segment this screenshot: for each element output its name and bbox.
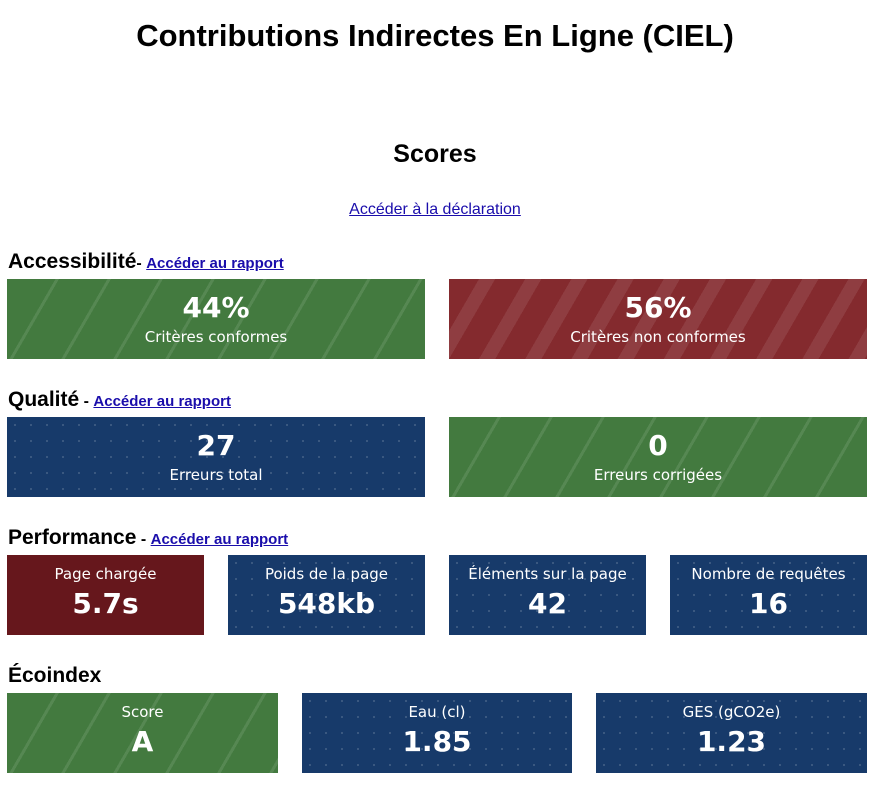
accessibility-section-heading: Accessibilité- Accéder au rapport: [8, 249, 284, 277]
quality-heading: Qualité: [8, 388, 80, 411]
ecoindex-section-heading: Écoindex: [8, 663, 101, 689]
declaration-link-wrapper: Accéder à la déclaration: [0, 200, 870, 220]
performance-section-heading: Performance - Accéder au rapport: [8, 525, 288, 553]
card-value: 44%: [182, 291, 250, 324]
card-value: 16: [749, 587, 788, 620]
card-label: Critères conformes: [144, 328, 288, 346]
ecoindex-card-score: Score A: [7, 693, 278, 773]
card-label: Éléments sur la page: [468, 565, 627, 583]
scores-heading: Scores: [393, 140, 477, 168]
card-value: 56%: [624, 291, 692, 324]
accessibility-report-link[interactable]: Accéder au rapport: [146, 255, 284, 272]
ecoindex-heading: Écoindex: [8, 664, 102, 687]
card-value: 5.7s: [72, 587, 139, 620]
card-label: Critères non conformes: [570, 328, 746, 346]
card-value: A: [131, 725, 154, 758]
quality-card-errors-fixed: 0 Erreurs corrigées: [449, 417, 867, 497]
quality-section-heading: Qualité - Accéder au rapport: [8, 387, 231, 415]
heading-separator: -: [136, 531, 151, 548]
performance-heading: Performance: [8, 526, 137, 549]
card-value: 0: [648, 429, 668, 462]
heading-separator: -: [79, 393, 94, 410]
card-label: Page chargée: [54, 565, 157, 583]
card-value: 42: [528, 587, 567, 620]
card-value: 1.85: [402, 725, 472, 758]
quality-report-link[interactable]: Accéder au rapport: [93, 393, 231, 410]
ecoindex-card-ges: GES (gCO2e) 1.23: [596, 693, 867, 773]
card-label: Score: [121, 703, 164, 721]
performance-card-elements: Éléments sur la page 42: [449, 555, 646, 635]
page-title: Contributions Indirectes En Ligne (CIEL): [136, 18, 734, 53]
performance-card-requests: Nombre de requêtes 16: [670, 555, 867, 635]
card-value: 1.23: [696, 725, 767, 758]
performance-card-load-time: Page chargée 5.7s: [7, 555, 204, 635]
card-label: GES (gCO2e): [682, 703, 781, 721]
card-label: Poids de la page: [264, 565, 389, 583]
declaration-link[interactable]: Accéder à la déclaration: [349, 201, 521, 218]
card-label: Eau (cl): [408, 703, 466, 721]
card-label: Nombre de requêtes: [691, 565, 846, 583]
quality-card-errors-total: 27 Erreurs total: [7, 417, 425, 497]
performance-report-link[interactable]: Accéder au rapport: [150, 531, 289, 548]
heading-separator: -: [136, 255, 147, 272]
ecoindex-card-water: Eau (cl) 1.85: [302, 693, 572, 773]
card-value: 27: [196, 429, 236, 462]
accessibility-card-non-conformes: 56% Critères non conformes: [449, 279, 867, 359]
card-label: Erreurs corrigées: [593, 466, 723, 484]
accessibility-card-conformes: 44% Critères conformes: [7, 279, 425, 359]
card-label: Erreurs total: [169, 466, 263, 484]
performance-card-page-weight: Poids de la page 548kb: [228, 555, 425, 635]
accessibility-heading: Accessibilité: [8, 250, 137, 273]
card-value: 548kb: [277, 587, 376, 620]
